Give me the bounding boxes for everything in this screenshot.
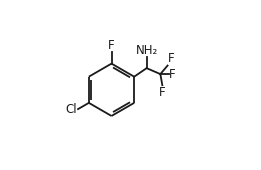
Text: F: F — [168, 52, 175, 65]
Text: NH₂: NH₂ — [135, 44, 158, 57]
Text: F: F — [169, 67, 176, 81]
Text: F: F — [108, 39, 115, 52]
Text: Cl: Cl — [66, 103, 78, 116]
Text: F: F — [159, 86, 165, 99]
